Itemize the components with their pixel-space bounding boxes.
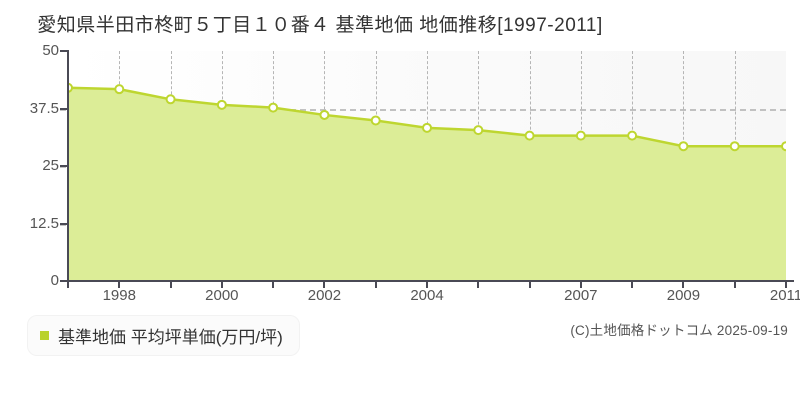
x-axis-tick — [67, 280, 69, 288]
data-point-marker[interactable] — [781, 141, 786, 152]
data-point-marker[interactable] — [216, 99, 227, 110]
x-axis-tick — [426, 280, 428, 288]
x-axis-label: 2000 — [205, 287, 239, 304]
y-axis-label: 25 — [42, 157, 59, 174]
data-point-marker[interactable] — [627, 130, 638, 141]
x-axis-tick — [118, 280, 121, 288]
copyright-credit: (C)土地価格ドットコム 2025-09-19 — [570, 323, 788, 338]
x-axis-tick — [323, 280, 326, 288]
data-point-marker[interactable] — [422, 122, 432, 133]
data-point-marker[interactable] — [524, 130, 535, 141]
y-axis-tick — [60, 280, 68, 282]
y-axis-tick — [60, 222, 68, 225]
data-point-marker[interactable] — [678, 141, 689, 152]
plot-area — [60, 51, 786, 281]
y-axis-label: 50 — [42, 42, 59, 59]
y-axis-label: 37.5 — [29, 99, 59, 117]
data-point-marker[interactable] — [370, 115, 381, 126]
data-point-marker[interactable] — [319, 109, 330, 120]
x-axis-label: 1998 — [102, 287, 136, 304]
x-axis-tick — [477, 280, 480, 288]
x-axis-tick — [631, 280, 634, 288]
y-axis-label: 0 — [50, 272, 59, 289]
data-point-marker[interactable] — [575, 130, 586, 141]
chart-legend: 基準地価 平均坪単価(万円/坪) — [28, 316, 299, 355]
x-axis-tick — [169, 280, 172, 288]
series-area-fill — [68, 87, 786, 281]
y-axis-tick — [60, 50, 68, 52]
data-point-marker[interactable] — [729, 141, 740, 152]
x-axis-label: 2004 — [410, 287, 444, 304]
data-point-marker[interactable] — [268, 102, 279, 113]
y-axis-label: 12.5 — [29, 214, 59, 232]
x-axis-label: 2002 — [307, 287, 342, 304]
x-axis-label: 2009 — [666, 287, 701, 304]
x-axis-label: 2007 — [564, 287, 598, 304]
y-axis-tick — [60, 107, 68, 110]
data-point-marker[interactable] — [473, 125, 484, 136]
y-axis-line — [67, 50, 69, 282]
legend-label: 基準地価 平均坪単価(万円/坪) — [58, 328, 283, 347]
gridline-horizontal — [60, 108, 786, 111]
data-point-marker[interactable] — [165, 94, 176, 105]
series-area-line — [68, 82, 786, 281]
legend-swatch-icon — [40, 331, 49, 340]
x-axis-tick — [733, 280, 736, 288]
x-axis-label: 2011 — [769, 287, 800, 304]
x-axis-tick — [528, 280, 531, 288]
x-axis-tick — [374, 280, 377, 288]
x-axis-tick — [579, 280, 582, 288]
x-axis-tick — [272, 280, 275, 288]
chart-title: 愛知県半田市柊町５丁目１０番４ 基準地価 地価推移[1997-2011] — [37, 15, 603, 36]
x-axis-tick — [220, 280, 223, 288]
x-axis-tick — [682, 280, 685, 288]
y-axis-tick — [60, 165, 68, 167]
x-axis-tick — [785, 280, 787, 288]
data-point-marker[interactable] — [114, 84, 125, 95]
